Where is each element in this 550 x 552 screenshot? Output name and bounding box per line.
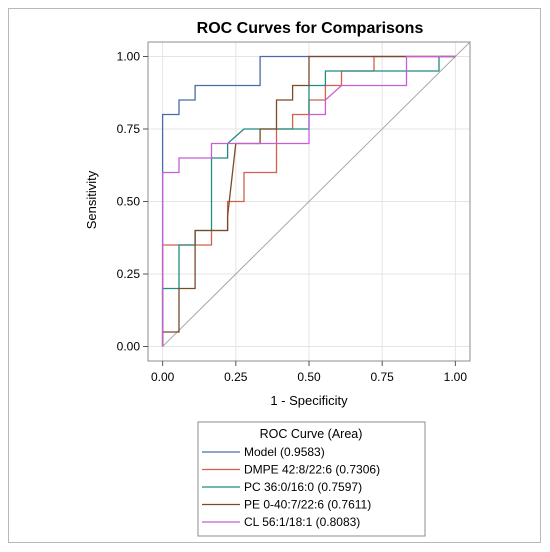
y-axis-label: Sensitivity xyxy=(84,170,99,229)
x-tick-label: 0.50 xyxy=(297,370,321,384)
roc-curves xyxy=(161,55,456,347)
x-tick-label: 1.00 xyxy=(444,370,468,384)
reference-diagonal-line xyxy=(162,41,471,347)
legend-label-4: CL 56:1/18:1 (0.8083) xyxy=(244,515,360,529)
roc-curve-line-4 xyxy=(161,55,456,347)
x-axis-ticks: 0.00 0.25 0.50 0.75 1.00 xyxy=(151,361,467,384)
roc-curve-line-0 xyxy=(161,55,456,347)
legend-box xyxy=(197,421,426,537)
y-tick-label: 0.25 xyxy=(117,267,141,281)
legend-title: ROC Curve (Area) xyxy=(260,427,363,441)
x-tick-label: 0.25 xyxy=(224,370,248,384)
legend-label-0: Model (0.9583) xyxy=(244,445,325,459)
y-tick-label: 0.75 xyxy=(117,122,141,136)
chart-frame xyxy=(8,8,541,543)
legend-label-3: PE 0-40:7/22:6 (0.7611) xyxy=(244,498,371,512)
chart-title: ROC Curves for Comparisons xyxy=(197,20,424,37)
y-tick-label: 0.00 xyxy=(117,340,141,354)
legend-label-2: PC 36:0/16:0 (0.7597) xyxy=(244,480,362,494)
x-tick-label: 0.00 xyxy=(151,370,175,384)
x-axis-label: 1 - Specificity xyxy=(270,393,348,408)
y-tick-label: 1.00 xyxy=(117,50,141,64)
legend: ROC Curve (Area) Model (0.9583) DMPE 42:8… xyxy=(197,421,426,537)
roc-curve-line-2 xyxy=(161,55,456,347)
y-axis-ticks: 0.00 0.25 0.50 0.75 1.00 xyxy=(117,50,148,354)
legend-label-1: DMPE 42:8/22:6 (0.7306) xyxy=(244,463,380,477)
legend-items: Model (0.9583) DMPE 42:8/22:6 (0.7306) PC … xyxy=(202,445,380,529)
y-tick-label: 0.50 xyxy=(117,195,141,209)
x-tick-label: 0.75 xyxy=(371,370,395,384)
